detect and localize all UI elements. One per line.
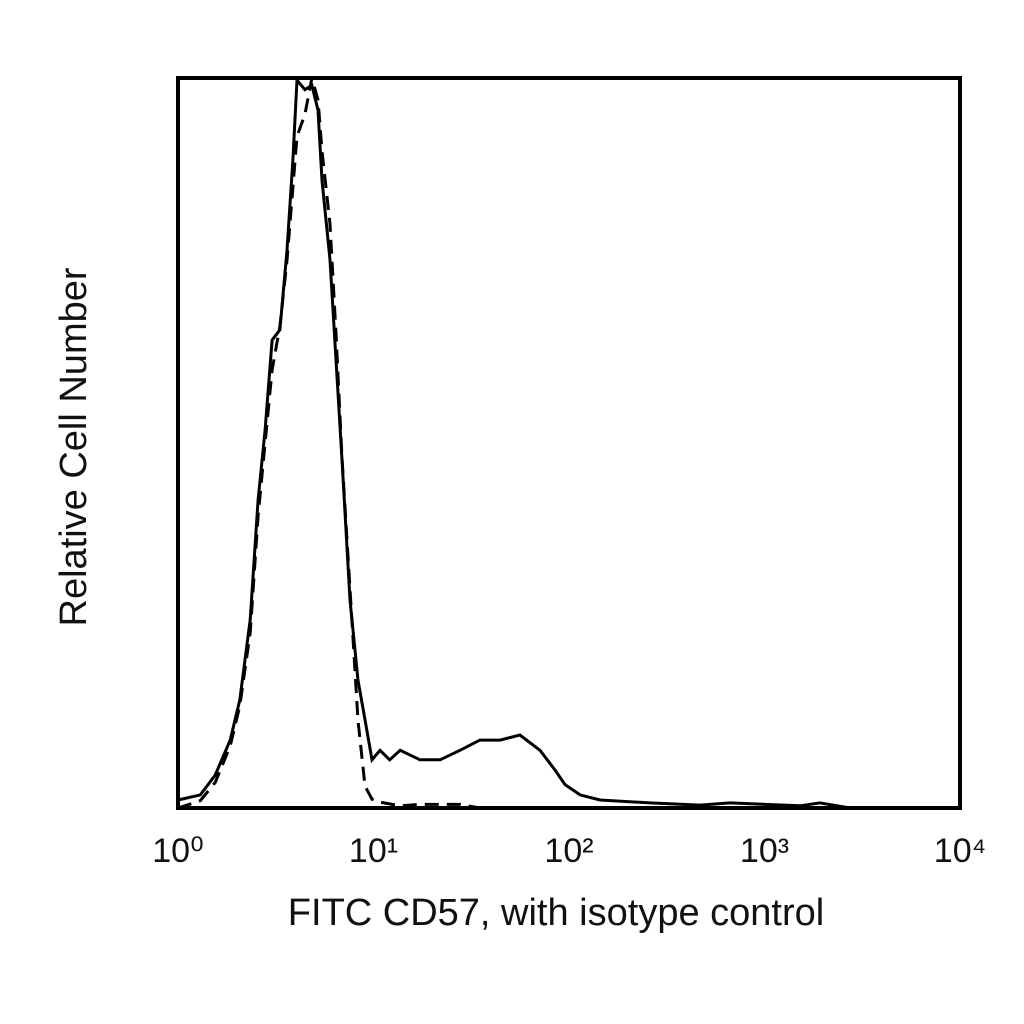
x-axis-title: FITC CD57, with isotype control — [288, 892, 824, 934]
plot-frame — [176, 76, 962, 810]
x-tick-label: 10¹ — [349, 832, 398, 870]
series-line — [177, 76, 960, 810]
series-line — [177, 77, 960, 810]
x-tick-label: 10³ — [740, 832, 789, 870]
x-tick-label: 10⁰ — [152, 832, 203, 870]
y-axis-title: Relative Cell Number — [53, 267, 95, 626]
x-tick-label: 10⁴ — [934, 832, 986, 870]
x-tick-label: 10² — [544, 832, 593, 870]
